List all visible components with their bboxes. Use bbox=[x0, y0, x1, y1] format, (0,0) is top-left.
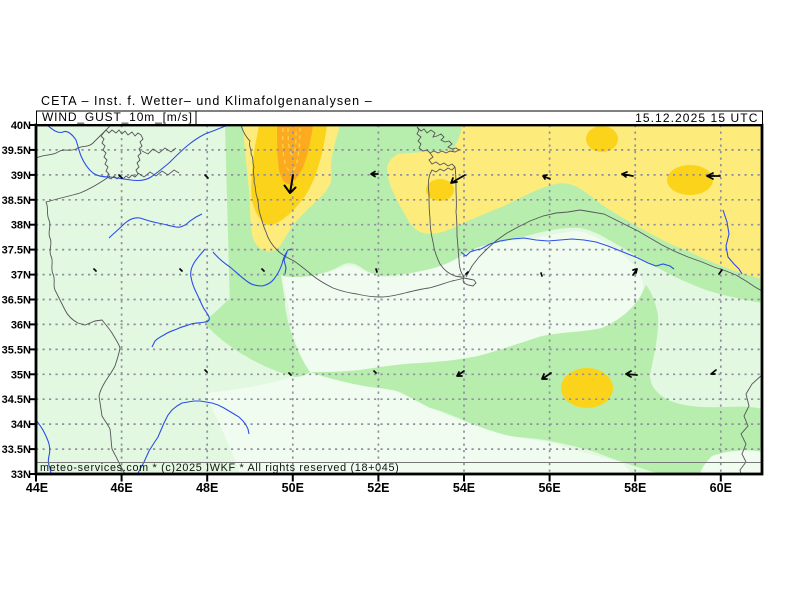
svg-text:WIND_GUST_10m_[m/s]: WIND_GUST_10m_[m/s] bbox=[42, 110, 193, 124]
svg-text:36N: 36N bbox=[11, 319, 31, 331]
svg-text:44E: 44E bbox=[26, 481, 48, 495]
svg-text:50E: 50E bbox=[282, 481, 304, 495]
svg-text:39.5N: 39.5N bbox=[2, 145, 31, 157]
svg-text:48E: 48E bbox=[196, 481, 218, 495]
svg-text:CETA – Inst. f. Wetter– und Kl: CETA – Inst. f. Wetter– und Klimafolgena… bbox=[41, 94, 373, 108]
svg-text:56E: 56E bbox=[538, 481, 560, 495]
svg-text:36.5N: 36.5N bbox=[2, 295, 31, 307]
svg-text:34.5N: 34.5N bbox=[2, 394, 31, 406]
svg-text:54E: 54E bbox=[453, 481, 475, 495]
svg-text:meteo-services.com * (c)2025 I: meteo-services.com * (c)2025 IWKF * All … bbox=[40, 462, 399, 474]
svg-text:37.5N: 37.5N bbox=[2, 245, 31, 257]
svg-text:46E: 46E bbox=[110, 481, 132, 495]
svg-text:34N: 34N bbox=[11, 419, 31, 431]
svg-text:39N: 39N bbox=[11, 170, 31, 182]
svg-text:40N: 40N bbox=[11, 120, 31, 132]
svg-text:35.5N: 35.5N bbox=[2, 344, 31, 356]
svg-text:60E: 60E bbox=[710, 481, 732, 495]
svg-text:33N: 33N bbox=[11, 469, 31, 481]
svg-text:15.12.2025 15 UTC: 15.12.2025 15 UTC bbox=[635, 111, 758, 125]
svg-text:37N: 37N bbox=[11, 270, 31, 282]
svg-text:38N: 38N bbox=[11, 220, 31, 232]
svg-text:58E: 58E bbox=[624, 481, 646, 495]
svg-text:35N: 35N bbox=[11, 369, 31, 381]
svg-text:38.5N: 38.5N bbox=[2, 195, 31, 207]
svg-text:52E: 52E bbox=[367, 481, 389, 495]
svg-text:33.5N: 33.5N bbox=[2, 444, 31, 456]
